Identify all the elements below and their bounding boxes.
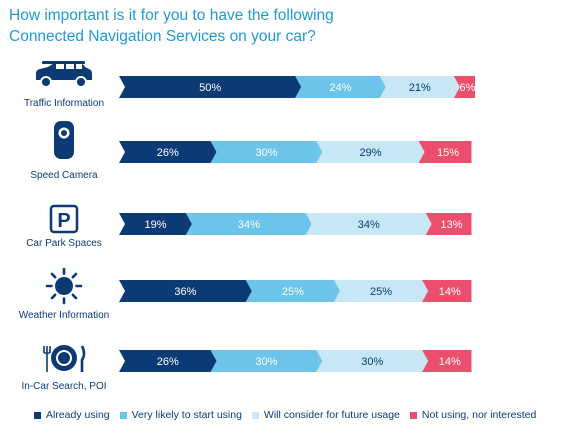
legend-item-likely: Very likely to start using — [119, 409, 242, 421]
data-label: 30% — [255, 147, 277, 159]
svg-text:P: P — [57, 210, 70, 232]
chart-title-line-1: How important is it for you to have the … — [9, 7, 334, 24]
legend-item-not: Not using, nor interested — [409, 409, 537, 421]
data-label: 26% — [157, 356, 179, 368]
bar-segment-consider — [316, 350, 429, 372]
legend-item-already: Already using — [34, 409, 110, 421]
parking-icon: P — [49, 204, 79, 234]
sun-ray — [50, 272, 57, 279]
chart-title-line-2: Connected Navigation Services on your ca… — [9, 28, 316, 45]
sun-ray — [50, 293, 57, 300]
category-icons: P — [36, 61, 92, 372]
data-label: 6% — [459, 82, 475, 94]
bar-segment-not — [422, 280, 472, 302]
data-label: 30% — [255, 356, 277, 368]
data-label: 19% — [144, 219, 166, 231]
bar-segment-likely — [245, 280, 341, 302]
bar-row: 19% 34% 34% 13% — [119, 213, 472, 235]
data-label: 30% — [361, 356, 383, 368]
bar-segment-likely — [210, 141, 323, 163]
legend-item-consider: Will consider for future usage — [251, 409, 400, 421]
legend-label-consider: Will consider for future usage — [263, 409, 400, 421]
sun-ray — [71, 272, 78, 279]
bar-segment-not — [453, 76, 475, 98]
data-label: 14% — [439, 356, 461, 368]
plate-cutlery-icon — [43, 345, 86, 372]
data-label: 25% — [370, 286, 392, 298]
data-label: 21% — [409, 82, 431, 94]
category-label: In-Car Search, POI — [21, 381, 106, 392]
bar-segment-already — [119, 280, 252, 302]
bar-row: 26% 30% 30% 14% — [119, 350, 472, 372]
category-label: Traffic Information — [24, 98, 104, 109]
data-label: 36% — [174, 286, 196, 298]
bar-segment-likely — [185, 213, 312, 235]
data-label: 24% — [330, 82, 352, 94]
bar-segment-already — [119, 213, 192, 235]
bar-segment-likely — [295, 76, 386, 98]
category-label: Speed Camera — [30, 170, 98, 181]
legend: Already using Very likely to start using… — [34, 407, 546, 423]
data-label: 15% — [437, 147, 459, 159]
sun-icon — [45, 267, 83, 305]
bar-segment-already — [119, 141, 217, 163]
bar-segment-already — [119, 76, 302, 98]
bar-segment-likely — [210, 350, 323, 372]
bar-row: 50% 24% 21% 6% — [119, 76, 476, 98]
bar-segment-consider — [305, 213, 432, 235]
car-icon — [36, 61, 92, 88]
data-label: 50% — [199, 82, 221, 94]
category-label: Car Park Spaces — [26, 238, 102, 249]
bar-segment-consider — [316, 141, 425, 163]
legend-label-not: Not using, nor interested — [421, 409, 537, 421]
legend-label-likely: Very likely to start using — [131, 409, 242, 421]
chart-title: How important is it for you to have the … — [9, 5, 529, 47]
legend-swatch-not — [409, 411, 417, 419]
data-label: 26% — [157, 147, 179, 159]
legend-swatch-already — [34, 411, 41, 419]
legend-swatch-consider — [251, 411, 259, 419]
bar-segment-not — [425, 213, 472, 235]
bar-segment-already — [119, 350, 217, 372]
bar-segment-consider — [379, 76, 460, 98]
data-label: 29% — [359, 147, 381, 159]
bar-row: 26% 30% 29% 15% — [119, 141, 472, 163]
data-label: 34% — [358, 219, 380, 231]
bar-row: 36% 25% 25% 14% — [119, 280, 472, 302]
bar-segment-not — [418, 141, 472, 163]
data-label: 14% — [439, 286, 461, 298]
data-label: 34% — [238, 219, 260, 231]
legend-label-already: Already using — [46, 409, 110, 421]
sun-ray — [71, 293, 78, 300]
legend-swatch-likely — [119, 411, 127, 419]
bar-segment-not — [422, 350, 472, 372]
speed-camera-icon — [54, 121, 74, 159]
data-label: 13% — [441, 219, 463, 231]
data-label: 25% — [282, 286, 304, 298]
category-label: Weather Information — [19, 310, 109, 321]
bar-segment-consider — [334, 280, 429, 302]
